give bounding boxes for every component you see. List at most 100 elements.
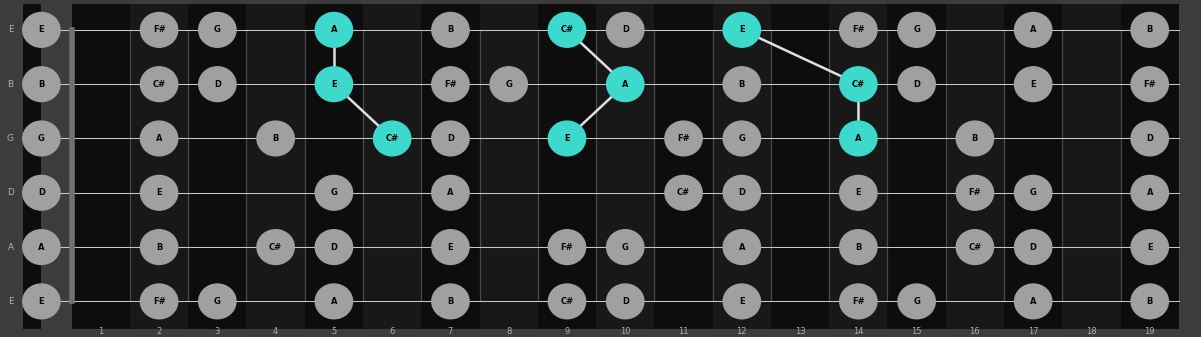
Circle shape: [23, 230, 60, 265]
Bar: [945, 4, 1004, 329]
Circle shape: [549, 284, 586, 319]
Circle shape: [23, 175, 60, 210]
Text: 16: 16: [969, 327, 980, 336]
Text: E: E: [156, 188, 162, 197]
Text: G: G: [622, 243, 628, 252]
Circle shape: [432, 230, 470, 265]
Text: 13: 13: [795, 327, 806, 336]
Text: B: B: [972, 134, 978, 143]
Circle shape: [141, 12, 178, 47]
Text: A: A: [1030, 25, 1036, 34]
Circle shape: [665, 121, 703, 156]
Text: 7: 7: [448, 327, 453, 336]
Text: E: E: [448, 243, 453, 252]
Text: F#: F#: [561, 243, 573, 252]
Circle shape: [141, 284, 178, 319]
Circle shape: [1131, 121, 1169, 156]
Circle shape: [839, 284, 877, 319]
Circle shape: [141, 175, 178, 210]
Text: 11: 11: [679, 327, 689, 336]
Text: 9: 9: [564, 327, 569, 336]
Circle shape: [1015, 230, 1052, 265]
Circle shape: [723, 12, 760, 47]
Bar: [888, 4, 945, 329]
Text: B: B: [7, 80, 13, 89]
Text: 3: 3: [215, 327, 220, 336]
Circle shape: [723, 121, 760, 156]
Bar: [1063, 4, 1121, 329]
Text: D: D: [38, 188, 44, 197]
Circle shape: [956, 230, 993, 265]
Circle shape: [23, 67, 60, 101]
Text: 15: 15: [912, 327, 922, 336]
Text: E: E: [739, 25, 745, 34]
Text: 18: 18: [1086, 327, 1097, 336]
Bar: [23, 4, 41, 329]
Circle shape: [1131, 67, 1169, 101]
Text: E: E: [38, 297, 44, 306]
Text: F#: F#: [852, 25, 865, 34]
Text: D: D: [214, 80, 221, 89]
Circle shape: [723, 284, 760, 319]
Circle shape: [607, 67, 644, 101]
Text: B: B: [1147, 25, 1153, 34]
Circle shape: [898, 67, 936, 101]
Text: A: A: [739, 243, 745, 252]
Text: C#: C#: [269, 243, 282, 252]
Circle shape: [198, 284, 237, 319]
Text: C#: C#: [561, 297, 574, 306]
Text: A: A: [1030, 297, 1036, 306]
Circle shape: [257, 230, 294, 265]
Text: A: A: [622, 80, 628, 89]
Circle shape: [839, 67, 877, 101]
Bar: [596, 4, 655, 329]
Circle shape: [432, 121, 470, 156]
Circle shape: [839, 12, 877, 47]
Circle shape: [198, 12, 237, 47]
Bar: [479, 4, 538, 329]
Circle shape: [723, 67, 760, 101]
Text: C#: C#: [968, 243, 981, 252]
Circle shape: [257, 121, 294, 156]
Circle shape: [1131, 12, 1169, 47]
Text: 14: 14: [853, 327, 864, 336]
Text: 8: 8: [506, 327, 512, 336]
Bar: [72, 4, 130, 329]
Circle shape: [607, 12, 644, 47]
Circle shape: [956, 175, 993, 210]
Bar: [538, 4, 596, 329]
Text: C#: C#: [153, 80, 166, 89]
Bar: [246, 4, 305, 329]
Bar: [130, 4, 189, 329]
Text: E: E: [38, 25, 44, 34]
Text: C#: C#: [852, 80, 865, 89]
Text: 4: 4: [273, 327, 279, 336]
Text: E: E: [7, 25, 13, 34]
Text: 17: 17: [1028, 327, 1039, 336]
Text: A: A: [330, 297, 337, 306]
Text: F#: F#: [153, 25, 166, 34]
Circle shape: [432, 175, 470, 210]
Circle shape: [490, 67, 527, 101]
Text: 1: 1: [98, 327, 103, 336]
Text: G: G: [739, 134, 746, 143]
Text: A: A: [38, 243, 44, 252]
Text: E: E: [7, 297, 13, 306]
Circle shape: [141, 230, 178, 265]
Circle shape: [607, 230, 644, 265]
Text: D: D: [622, 297, 629, 306]
Circle shape: [432, 284, 470, 319]
Text: G: G: [913, 25, 920, 34]
FancyBboxPatch shape: [4, 3, 1199, 331]
Text: A: A: [156, 134, 162, 143]
Circle shape: [315, 12, 353, 47]
Circle shape: [432, 12, 470, 47]
Bar: [712, 4, 771, 329]
Text: B: B: [156, 243, 162, 252]
Text: E: E: [1147, 243, 1153, 252]
Text: G: G: [913, 297, 920, 306]
Text: A: A: [330, 25, 337, 34]
Text: F#: F#: [153, 297, 166, 306]
Text: E: E: [855, 188, 861, 197]
Text: E: E: [564, 134, 569, 143]
